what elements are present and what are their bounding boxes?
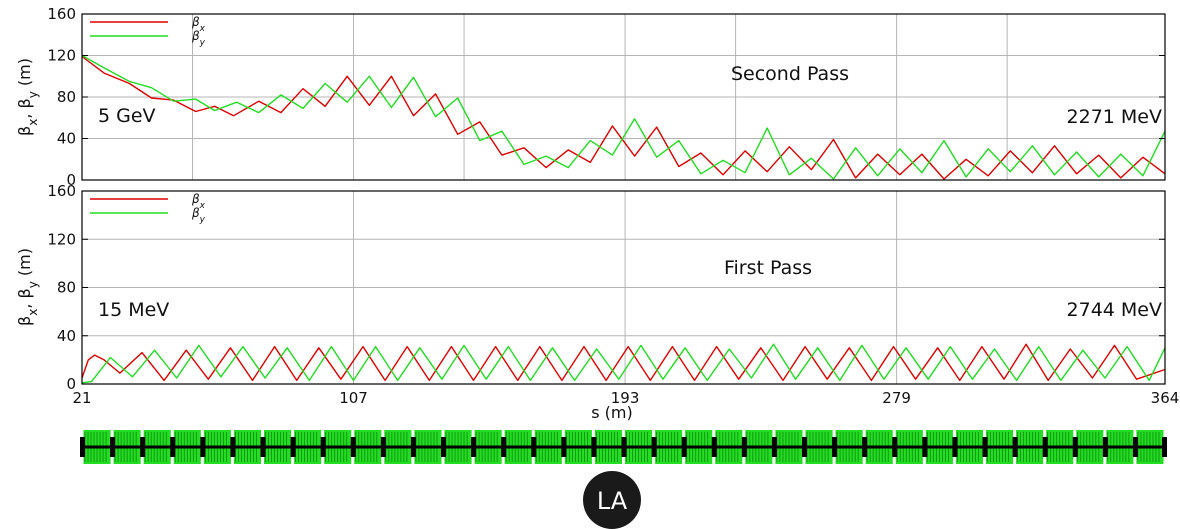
top-center-annotation: Second Pass xyxy=(731,63,849,85)
top-y-tick-labels: 0 40 80 120 160 xyxy=(47,5,1165,189)
x-tick-label: 279 xyxy=(882,389,911,407)
second-pass-panel: 0 40 80 120 160 βx, βy (m) Second Pass 5 GeV… xyxy=(15,5,1166,189)
x-tick-label: 21 xyxy=(72,389,91,407)
bottom-right-annotation: 2744 MeV xyxy=(1067,299,1162,321)
top-left-annotation: 5 GeV xyxy=(98,105,156,127)
x-tick-label: 364 xyxy=(1151,389,1180,407)
top-grid xyxy=(81,13,1166,181)
legend-label: βx xyxy=(191,15,206,34)
y-tick-label: 80 xyxy=(57,279,76,297)
la-badge-circle xyxy=(583,471,641,529)
bottom-y-axis-label: βx, βy (m) xyxy=(15,248,40,326)
top-series-lines xyxy=(81,54,1166,180)
bottom-y-tick-labels: 0 40 80 120 160 xyxy=(47,182,1165,393)
la-badge: LA xyxy=(583,471,641,529)
y-tick-label: 160 xyxy=(47,182,76,200)
y-tick-label: 160 xyxy=(47,5,76,23)
top-y-axis-label: βx, βy (m) xyxy=(15,58,40,136)
series-line-beta-x xyxy=(81,55,1166,180)
first-pass-panel: 0 40 80 120 160 21 107 193 279 364 βx, βy (m) s … xyxy=(15,182,1179,422)
y-tick-label: 40 xyxy=(57,327,76,345)
lattice-strip xyxy=(80,430,1167,464)
series-line-beta-y xyxy=(81,54,1166,180)
top-right-annotation: 2271 MeV xyxy=(1067,106,1162,128)
legend-label: βy xyxy=(191,29,206,48)
bottom-left-annotation: 15 MeV xyxy=(98,299,169,321)
y-tick-label: 80 xyxy=(57,88,76,106)
bottom-center-annotation: First Pass xyxy=(724,257,812,279)
series-line-beta-x xyxy=(81,343,1166,382)
bottom-series-lines xyxy=(81,343,1166,384)
y-tick-label: 120 xyxy=(47,47,76,65)
x-axis-label: s (m) xyxy=(591,403,633,422)
legend-label: βy xyxy=(191,206,206,225)
bottom-x-tick-labels: 21 107 193 279 364 xyxy=(72,389,1179,407)
legend-label: βx xyxy=(191,192,206,211)
y-tick-label: 40 xyxy=(57,130,76,148)
y-tick-label: 0 xyxy=(66,375,76,393)
la-badge-text: LA xyxy=(597,487,628,515)
y-tick-label: 120 xyxy=(47,230,76,248)
y-tick-label: 0 xyxy=(66,171,76,189)
x-tick-label: 193 xyxy=(611,389,640,407)
series-line-beta-y xyxy=(81,343,1166,384)
x-tick-label: 107 xyxy=(339,389,368,407)
